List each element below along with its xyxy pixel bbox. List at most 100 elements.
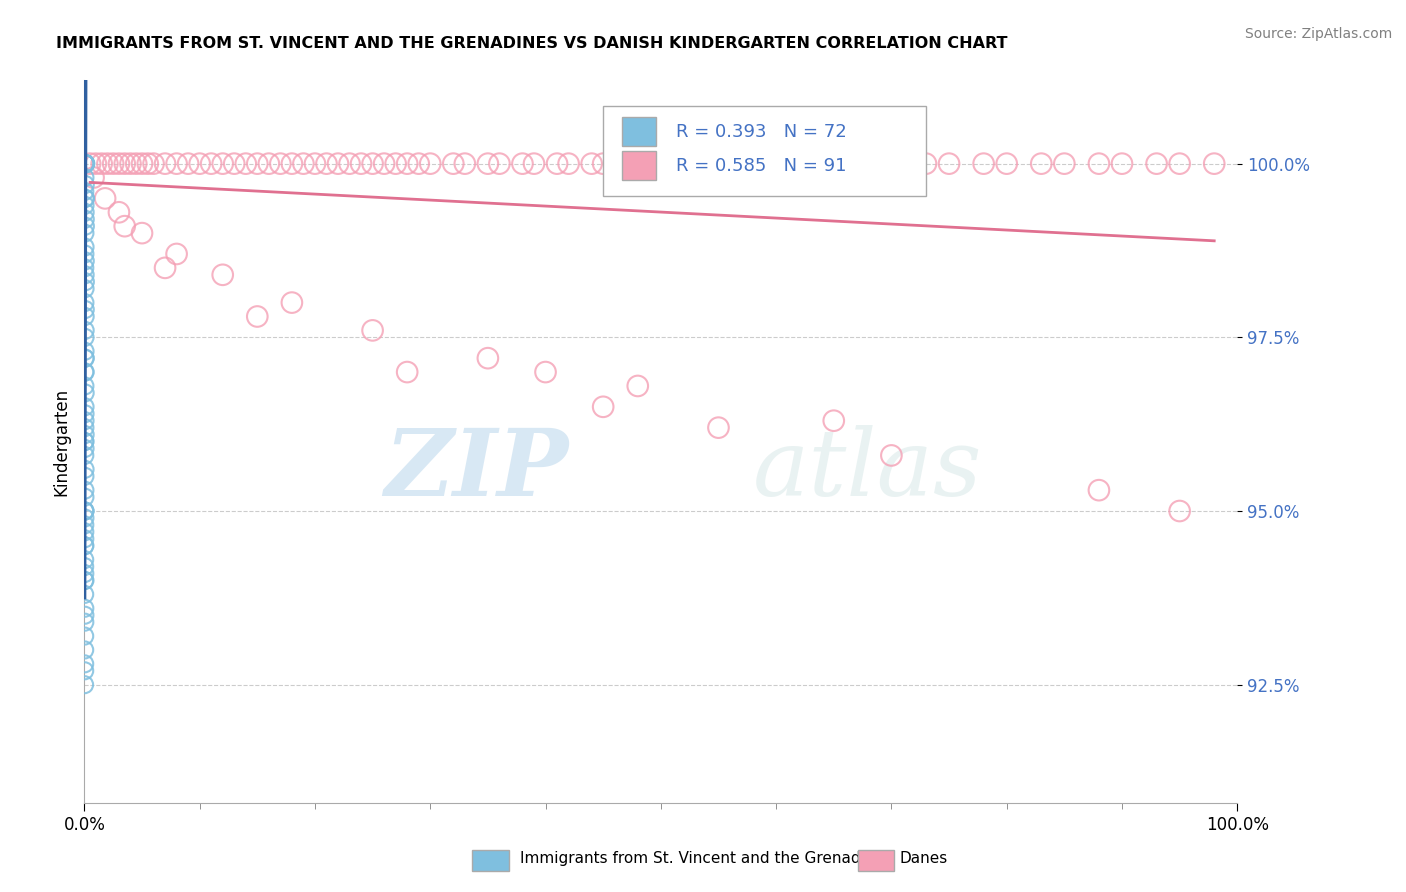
Point <box>73 240 96 254</box>
Point <box>350 156 373 170</box>
Text: Danes: Danes <box>900 851 948 865</box>
Point <box>75 323 97 337</box>
Point <box>627 156 650 170</box>
Point <box>75 351 97 366</box>
Point <box>73 504 96 518</box>
Text: R = 0.393   N = 72: R = 0.393 N = 72 <box>676 122 846 141</box>
Point <box>315 156 337 170</box>
Point <box>1031 156 1053 170</box>
Point <box>73 420 96 434</box>
Point <box>75 212 97 227</box>
Point <box>73 539 96 553</box>
Point <box>800 156 823 170</box>
Point <box>408 156 430 170</box>
Text: Source: ZipAtlas.com: Source: ZipAtlas.com <box>1244 27 1392 41</box>
Point <box>73 407 96 421</box>
Point <box>153 156 176 170</box>
Point <box>73 247 96 261</box>
Point <box>73 414 96 428</box>
Point <box>880 449 903 463</box>
Point <box>384 156 406 170</box>
Point <box>73 191 96 205</box>
Point <box>73 462 96 476</box>
Point <box>73 469 96 483</box>
Point <box>73 574 96 588</box>
Point <box>326 156 349 170</box>
Point <box>84 156 107 170</box>
Point <box>546 156 568 170</box>
Point <box>823 414 845 428</box>
Point <box>396 156 419 170</box>
Point <box>177 156 200 170</box>
Point <box>73 442 96 456</box>
Point <box>592 156 614 170</box>
Point <box>696 156 718 170</box>
Point <box>73 664 96 678</box>
Point <box>1111 156 1133 170</box>
Point <box>512 156 534 170</box>
Point <box>224 156 246 170</box>
Point <box>73 490 96 504</box>
Text: atlas: atlas <box>754 425 983 516</box>
Point <box>1168 504 1191 518</box>
Point <box>75 268 97 282</box>
Point <box>75 178 97 192</box>
Point <box>441 156 464 170</box>
Point <box>339 156 361 170</box>
Point <box>73 379 96 393</box>
Text: R = 0.585   N = 91: R = 0.585 N = 91 <box>676 156 846 175</box>
Point <box>396 365 419 379</box>
Point <box>73 400 96 414</box>
Point <box>73 574 96 588</box>
Point <box>73 282 96 296</box>
Point <box>73 532 96 546</box>
Point <box>765 156 787 170</box>
Point <box>73 601 96 615</box>
Point <box>614 156 637 170</box>
Point <box>79 156 101 170</box>
Point <box>534 365 557 379</box>
Point <box>73 643 96 657</box>
Point <box>477 156 499 170</box>
Point <box>73 629 96 643</box>
Point <box>995 156 1018 170</box>
Point <box>103 156 124 170</box>
FancyBboxPatch shape <box>603 105 927 196</box>
Point <box>73 566 96 581</box>
Point <box>281 156 304 170</box>
Point <box>75 191 97 205</box>
Point <box>90 156 112 170</box>
Point <box>304 156 326 170</box>
FancyBboxPatch shape <box>621 151 657 180</box>
Point <box>75 219 97 234</box>
Point <box>75 427 97 442</box>
Point <box>131 226 153 240</box>
Point <box>142 156 165 170</box>
Point <box>973 156 995 170</box>
Point <box>75 205 97 219</box>
Point <box>166 156 188 170</box>
Point <box>73 552 96 566</box>
Point <box>108 156 131 170</box>
Point <box>75 310 97 324</box>
Point <box>73 504 96 518</box>
Point <box>96 156 118 170</box>
Point <box>125 156 148 170</box>
Point <box>73 511 96 525</box>
Point <box>73 657 96 671</box>
Point <box>73 587 96 601</box>
Point <box>75 156 97 170</box>
Point <box>627 379 650 393</box>
Point <box>188 156 211 170</box>
Point <box>73 330 96 344</box>
Point <box>661 156 683 170</box>
Point <box>858 156 880 170</box>
Point <box>73 608 96 623</box>
Point <box>523 156 546 170</box>
Point <box>73 483 96 498</box>
Point <box>73 539 96 553</box>
Point <box>557 156 579 170</box>
Point <box>246 310 269 324</box>
Point <box>75 275 97 289</box>
Point <box>235 156 257 170</box>
